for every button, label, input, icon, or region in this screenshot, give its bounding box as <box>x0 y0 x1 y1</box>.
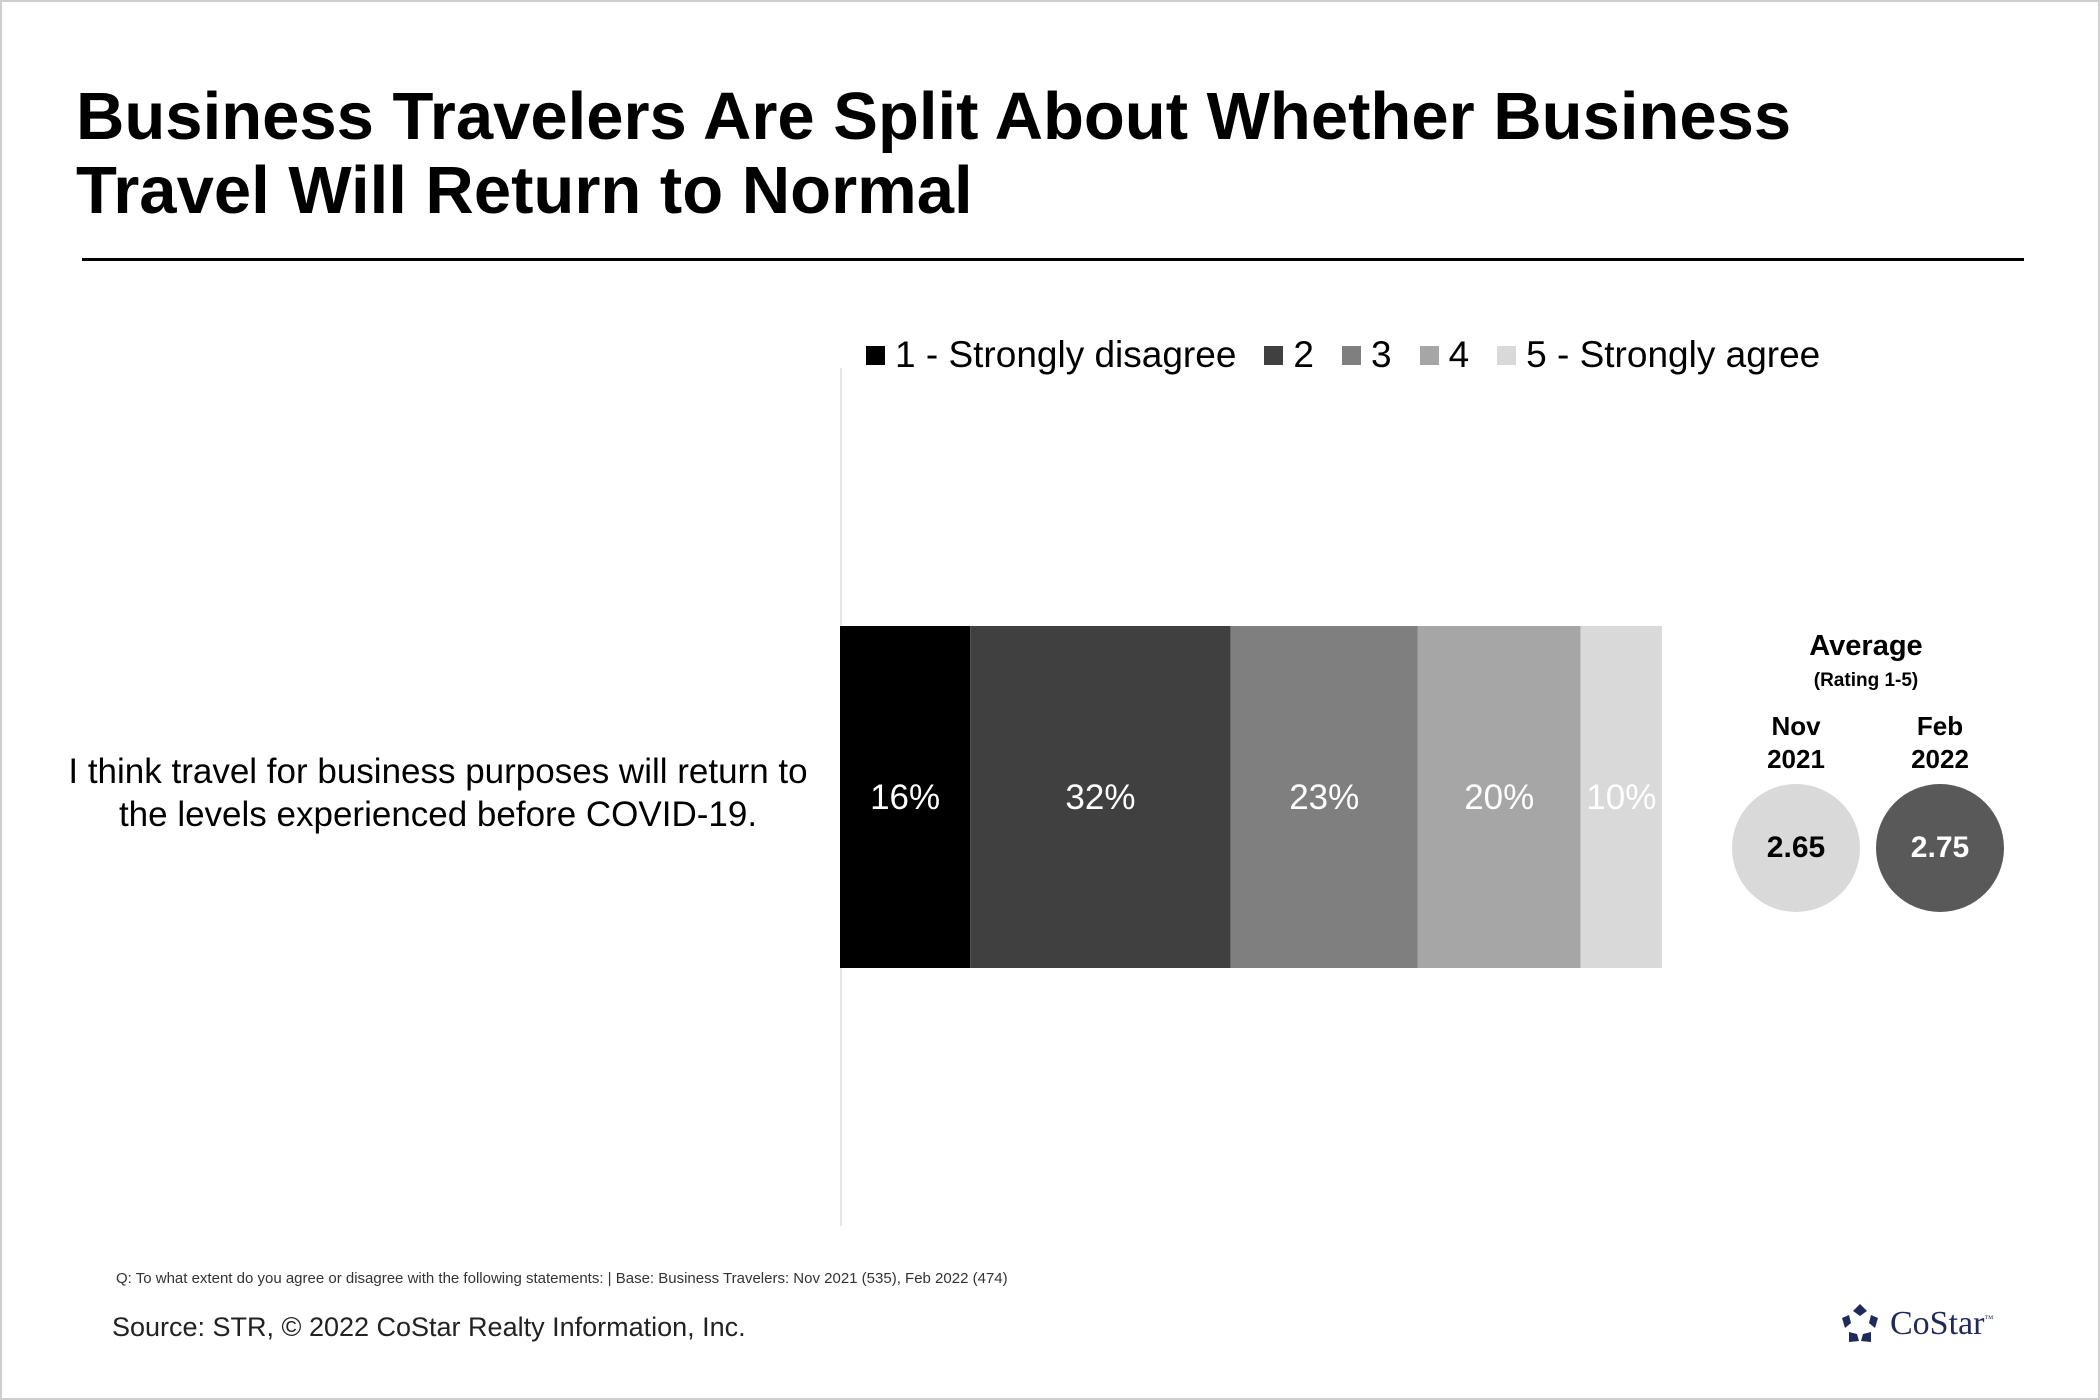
legend-swatch-2 <box>1264 345 1284 365</box>
legend-item-2: 2 <box>1264 334 1314 376</box>
legend-label-2: 2 <box>1293 334 1314 375</box>
average-period-year: 2021 <box>1767 744 1825 774</box>
average-period-month: Nov <box>1771 711 1821 741</box>
legend-item-5: 5 - Strongly agree <box>1497 334 1820 376</box>
bar-value-label-4: 20% <box>1464 778 1534 817</box>
average-subtitle: (Rating 1-5) <box>1813 670 1919 691</box>
costar-logo-text: CoStar™ <box>1890 1305 1994 1342</box>
average-value-nov-2021: 2.65 <box>1732 784 1860 912</box>
legend-label-1: 1 - Strongly disagree <box>895 334 1237 375</box>
legend-item-3: 3 <box>1341 334 1392 376</box>
legend-item-4: 4 <box>1419 334 1470 376</box>
question-footnote: Q: To what extent do you agree or disagr… <box>116 1270 1008 1287</box>
source-note: Source: STR, © 2022 CoStar Realty Inform… <box>112 1312 746 1342</box>
average-period-nov-2021: Nov 2021 <box>1726 710 1866 776</box>
bar-segment-3 <box>1230 626 1418 968</box>
legend-swatch-3 <box>1341 345 1361 365</box>
legend-label-3: 3 <box>1370 334 1392 375</box>
average-title: Average <box>1809 630 1923 662</box>
bar-value-label-5: 10% <box>1586 778 1656 817</box>
bar-segment-5 <box>1580 626 1662 968</box>
legend-swatch-4 <box>1419 345 1439 365</box>
bar-segment-2 <box>970 626 1231 968</box>
average-value-feb-2022: 2.75 <box>1876 784 2004 912</box>
average-period-feb-2022: Feb 2022 <box>1870 710 2010 776</box>
average-period-month: Feb <box>1916 711 1964 741</box>
bar-value-label-3: 23% <box>1289 778 1359 817</box>
average-period-year: 2022 <box>1911 744 1969 774</box>
bar-value-label-2: 32% <box>1065 778 1135 817</box>
bar-segment-4 <box>1417 626 1581 968</box>
bar-segment-1 <box>840 626 971 968</box>
legend-item-1: 1 - Strongly disagree <box>866 334 1236 376</box>
legend-swatch-1 <box>866 345 885 365</box>
bar-value-label-1: 16% <box>870 778 940 817</box>
title-divider <box>82 258 2024 261</box>
costar-logo: CoStar™ <box>1838 1302 1993 1346</box>
chart-legend: 1 - Strongly disagree 2 3 4 5 - Strongly… <box>866 330 1848 380</box>
costar-star-icon <box>1842 1304 1878 1342</box>
legend-swatch-5 <box>1497 345 1517 365</box>
category-label: I think travel for business purposes wil… <box>68 752 808 834</box>
slide-title: Business Travelers Are Split About Wheth… <box>76 79 1792 228</box>
legend-label-5: 5 - Strongly agree <box>1526 334 1821 375</box>
legend-label-4: 4 <box>1448 334 1470 375</box>
